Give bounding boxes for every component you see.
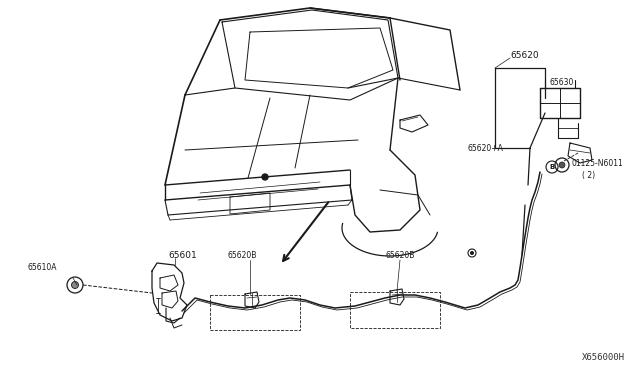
Circle shape (559, 162, 565, 168)
Text: ( 2): ( 2) (582, 170, 595, 180)
Circle shape (72, 282, 79, 289)
Circle shape (262, 174, 268, 180)
Circle shape (470, 251, 474, 255)
Text: 65630: 65630 (550, 77, 574, 87)
Text: 01125-N6011: 01125-N6011 (572, 158, 624, 167)
Text: 65601: 65601 (168, 250, 196, 260)
Text: 65620: 65620 (510, 51, 539, 60)
Text: B: B (549, 164, 555, 170)
Text: 65620+A: 65620+A (468, 144, 504, 153)
Text: X656000H: X656000H (582, 353, 625, 362)
Text: 65620B: 65620B (385, 250, 414, 260)
Text: 65610A: 65610A (28, 263, 58, 272)
Text: 65620B: 65620B (228, 250, 257, 260)
